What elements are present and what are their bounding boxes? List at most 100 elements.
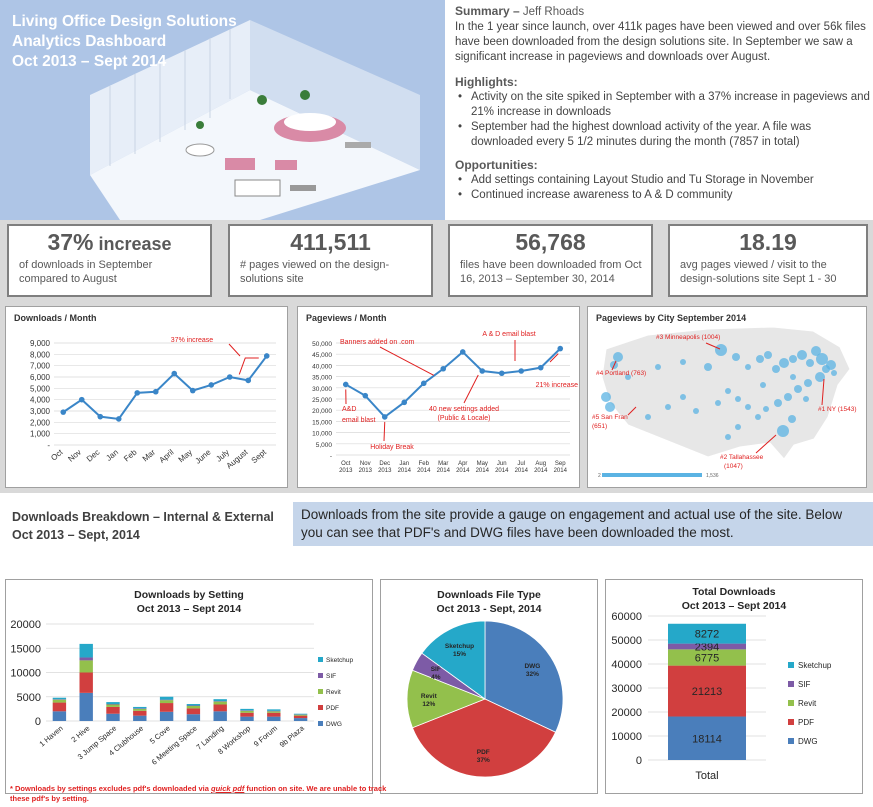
x-tick-label: 2 Hive (69, 724, 91, 745)
bar-segment (79, 672, 93, 693)
kpi-label: files have been downloaded from Oct 16, … (460, 259, 642, 285)
pie-slice (411, 698, 557, 778)
map-label: #2 Tallahassee (720, 454, 764, 461)
city-bubble (831, 370, 837, 376)
slice-percent-label: 32% (526, 671, 539, 678)
bar-segment (133, 710, 147, 716)
x-tick-label: May (477, 461, 488, 467)
data-point (537, 364, 544, 371)
summary-section: Summary – Jeff Rhoads In the 1 year sinc… (455, 4, 870, 203)
x-tick-year: 2014 (554, 468, 568, 474)
scale-bar (602, 473, 702, 477)
x-tick-year: 2014 (456, 468, 470, 474)
city-bubble (655, 364, 661, 370)
city-bubble (725, 388, 731, 394)
bar-segment (240, 712, 254, 717)
data-point (557, 345, 564, 352)
data-point (208, 382, 215, 388)
scale-max: 1,536 (706, 473, 719, 479)
bar-segment (240, 716, 254, 721)
legend-swatch (788, 719, 794, 725)
kpi-label: avg pages viewed / visit to the design-s… (680, 259, 837, 285)
city-bubble (693, 408, 699, 414)
y-tick-label: 2,000 (30, 418, 51, 427)
chart-title: Oct 2013 - Sept, 2014 (436, 603, 541, 615)
chart-title: Oct 2013 – Sept 2014 (137, 603, 242, 615)
slice-percent-label: 4% (431, 674, 441, 681)
city-bubble (779, 358, 789, 368)
kpi-value: 37% (47, 229, 94, 255)
city-bubble (811, 346, 821, 356)
bar-segment (293, 715, 308, 719)
city-bubble (794, 385, 802, 393)
bar-segment (668, 665, 746, 717)
y-tick-label: - (47, 441, 50, 450)
file-type-pie-chart: Downloads File Type Oct 2013 - Sept, 2014… (406, 589, 564, 778)
quick-pdf-link[interactable]: quick pdf (211, 784, 245, 793)
bar-segment (52, 711, 67, 721)
data-point (263, 353, 270, 359)
x-tick-label: Oct (341, 461, 351, 467)
city-bubble (806, 359, 814, 367)
city-bubble (777, 425, 789, 437)
y-tick-label: 30000 (611, 683, 642, 695)
pie-slice (421, 620, 486, 700)
city-bubble (665, 404, 671, 410)
slice-name-label: DWG (524, 663, 540, 670)
x-tick-label: Aug (535, 461, 546, 467)
kpi-card-avg-pages: 18.19 avg pages viewed / visit to the de… (668, 224, 868, 297)
bar-segment (293, 713, 308, 715)
annotation-label: 21% increase (536, 382, 579, 389)
x-tick-year: 2014 (417, 468, 431, 474)
x-tick-label: Mar (141, 447, 158, 463)
y-tick-label: 45,000 (312, 352, 332, 359)
city-bubble (756, 355, 764, 363)
y-tick-label: 10000 (10, 668, 41, 680)
x-tick-label: Nov (66, 448, 83, 464)
city-bubble (763, 406, 769, 412)
data-point (362, 392, 369, 399)
bar-segment (79, 660, 93, 673)
annotation-label: email blast (342, 417, 376, 424)
y-tick-label: 15,000 (312, 419, 332, 426)
legend-label: PDF (326, 705, 339, 712)
y-tick-label: 20000 (10, 619, 41, 631)
slice-name-label: PDF (477, 749, 490, 756)
kpi-value: 18.19 (739, 229, 797, 255)
bar-segment (668, 716, 746, 760)
total-downloads-chart: Total Downloads Oct 2013 – Sept 2014 0 1000… (611, 586, 832, 782)
y-tick-label: 5000 (17, 692, 41, 704)
kpi-suffix: increase (93, 234, 172, 254)
highlight-item: September had the highest download activ… (455, 120, 870, 150)
legend-label: Sketchup (326, 657, 353, 664)
annotation-bracket (238, 357, 259, 375)
data-label: 6775 (695, 652, 719, 664)
x-tick-label: Jan (104, 448, 120, 463)
x-tick-label: Apr (458, 461, 467, 467)
footnote: * Downloads by settings excludes pdf's d… (10, 784, 390, 804)
kpi-label: # pages viewed on the design-solutions s… (240, 259, 390, 285)
bar-segment (106, 706, 120, 714)
pageviews-month-chart: - 5,000 10,000 15,000 20,000 25,000 30,000 35,0… (312, 331, 579, 474)
bar-segment (52, 702, 67, 712)
x-tick-year: 2014 (534, 468, 548, 474)
annotation-label: Holiday Break (370, 444, 414, 451)
city-bubble (625, 374, 631, 380)
y-tick-label: 25,000 (312, 397, 332, 404)
downloads-by-setting-panel: Downloads by Setting Oct 2013 – Sept 2014… (5, 579, 373, 794)
legend-label: SIF (326, 673, 336, 680)
x-tick-label: 9 Forum (252, 724, 279, 749)
bar-segment (52, 699, 67, 703)
city-bubble (784, 393, 792, 401)
x-tick-label: Jun (497, 461, 507, 467)
bar-segment (79, 643, 93, 658)
downloads-month-panel: Downloads / Month - 1,000 2,000 3,000 4,000 5… (5, 306, 288, 488)
legend-swatch (788, 662, 794, 668)
legend-swatch (788, 738, 794, 744)
annotation-arrow (463, 374, 479, 404)
bar-segment (186, 708, 201, 715)
x-tick-year: 2014 (515, 468, 529, 474)
city-bubble (755, 414, 761, 420)
y-tick-label: 35,000 (312, 375, 332, 382)
map-label: (1047) (724, 463, 743, 470)
